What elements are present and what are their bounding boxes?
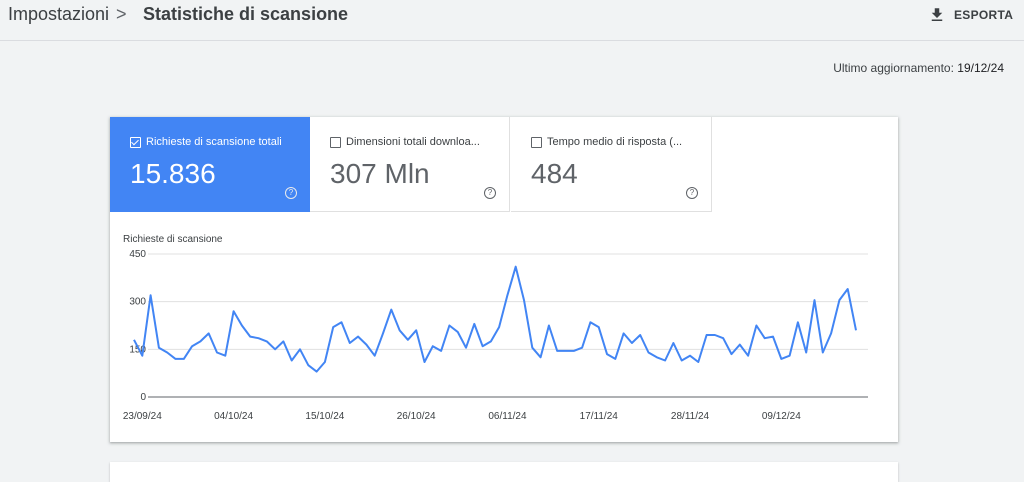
x-tick-label: 06/11/24 [488,411,527,422]
x-tick-label: 28/11/24 [671,411,710,422]
last-update: Ultimo aggiornamento: 19/12/24 [833,61,1004,75]
x-tick-label: 26/10/24 [397,411,436,422]
y-tick-label: 450 [129,249,146,260]
page-title: Statistiche di scansione [143,4,349,24]
checkbox-total-requests[interactable] [130,136,141,148]
breadcrumb-settings[interactable]: Impostazioni [8,4,110,24]
last-update-date: 19/12/24 [957,61,1004,75]
metric-value: 484 [531,158,578,189]
metric-total-requests[interactable]: Richieste di scansione totali 15.836 ? [110,117,310,212]
crawl-stats-card: Richieste di scansione totali 15.836 ? D… [110,117,898,442]
x-tick-label: 17/11/24 [580,411,619,422]
last-update-label: Ultimo aggiornamento: [833,61,954,75]
x-tick-label: 04/10/24 [214,411,253,422]
breadcrumb-separator: > [116,4,127,24]
export-button[interactable]: ESPORTA [928,4,1013,26]
y-axis-label: Richieste di scansione [123,234,223,245]
y-tick-label: 300 [129,297,146,308]
download-icon [931,8,943,21]
secondary-card [110,462,898,482]
x-tick-label: 15/10/24 [305,411,344,422]
help-circle-icon[interactable]: ? [484,187,496,199]
x-tick-label: 23/09/24 [123,411,162,422]
metric-value: 15.836 [130,158,216,189]
series-line[interactable] [133,265,857,373]
y-tick-label: 150 [129,344,146,355]
metric-response-time[interactable]: Tempo medio di risposta (... 484 ? [511,117,712,212]
metric-value: 307 Mln [330,158,430,189]
export-label: ESPORTA [954,8,1014,22]
metric-download-size[interactable]: Dimensioni totali downloa... 307 Mln ? [310,117,510,212]
help-circle-icon[interactable]: ? [686,187,698,199]
checkbox-response-time[interactable] [531,136,542,148]
checkbox-download-size[interactable] [330,136,341,148]
top-bar: Impostazioni > Statistiche di scansione … [0,0,1024,41]
help-circle-icon[interactable]: ? [285,187,297,199]
y-tick-label: 0 [140,392,146,403]
crawl-requests-chart: Richieste di scansione 0 150 300 450 23/09/… [123,234,868,422]
x-tick-label: 09/12/24 [762,411,801,422]
